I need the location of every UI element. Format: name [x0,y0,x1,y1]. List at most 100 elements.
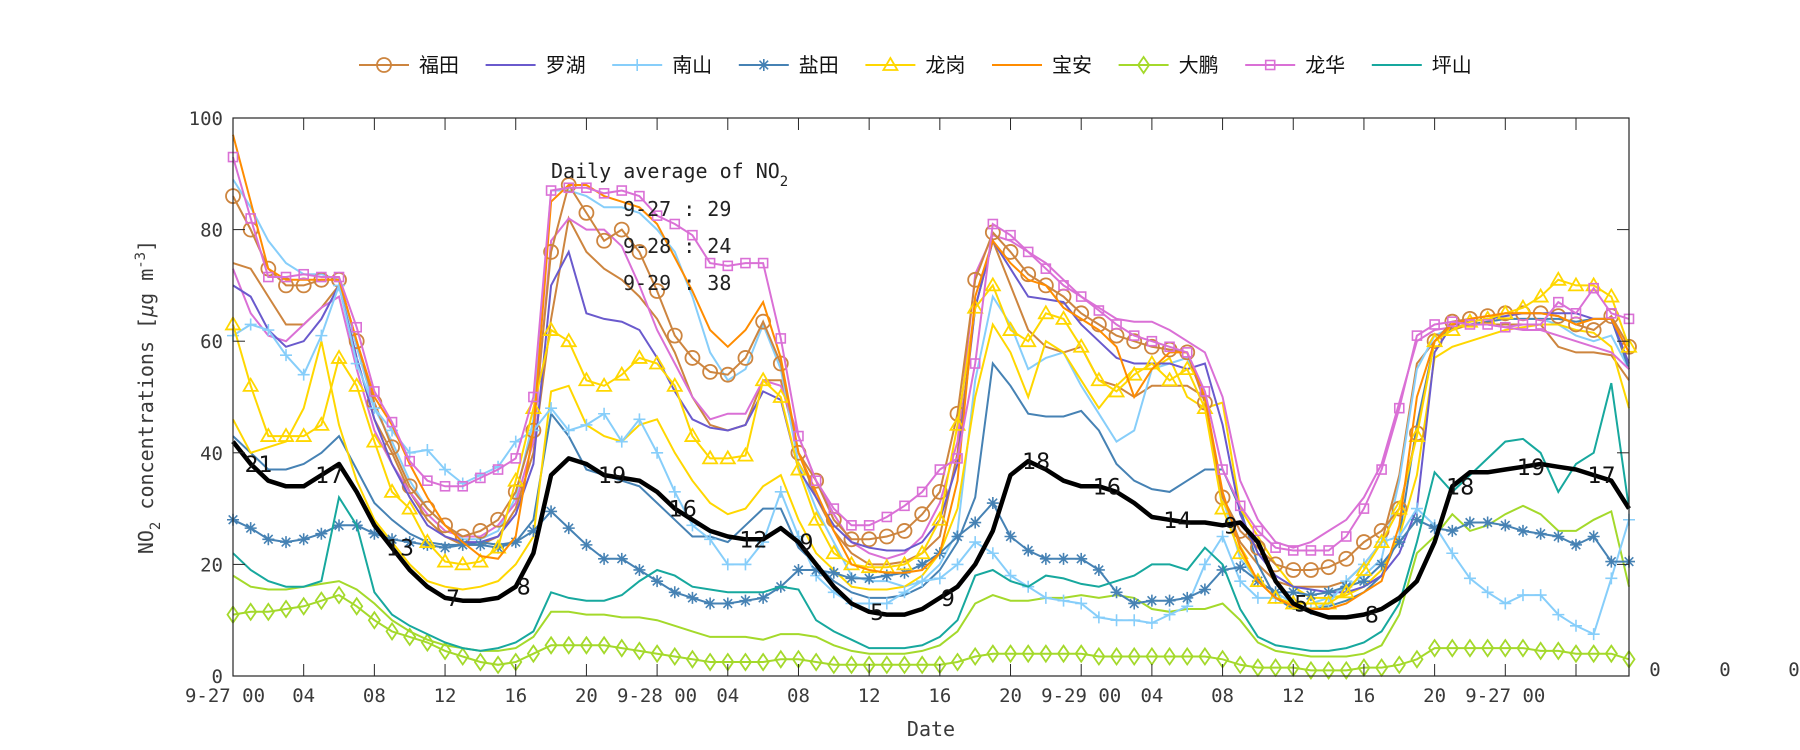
plus-marker [1463,572,1476,585]
triangle-marker [1567,276,1585,292]
asterisk-marker [1322,586,1335,599]
diamond-marker [1551,641,1565,661]
square-marker [952,453,963,464]
diamond-marker [1039,644,1053,664]
asterisk-marker [509,536,522,549]
square-marker [545,185,557,196]
diamond-marker [1587,644,1601,664]
triangle-marker [1602,287,1620,303]
asterisk-marker [527,524,540,537]
circle-marker [878,528,895,545]
asterisk-marker [244,522,257,535]
circle-marker [896,523,913,539]
legend-square-icon [1264,59,1276,71]
square-marker [704,257,716,269]
diamond-marker [827,655,841,675]
circle-marker [1303,562,1319,578]
asterisk-marker [1499,519,1512,532]
plus-marker [580,418,593,431]
diamond-marker [297,596,311,616]
diamond-marker [420,632,434,653]
asterisk-marker [315,527,328,540]
square-marker [369,386,380,397]
asterisk-marker [1163,594,1176,607]
triangle-marker [383,483,401,498]
diamond-marker [1109,646,1124,667]
x-axis-label: Date [907,717,955,741]
diamond-marker [244,602,258,622]
triangle-marker [401,499,419,515]
series-龙华 [227,151,1635,556]
legend-item-坪山: 坪山 [1371,53,1472,77]
asterisk-marker [951,530,964,543]
x-tick-label: 08 [363,685,386,707]
x-tick-label: 16 [928,685,951,707]
triangle-marker [1178,360,1196,375]
square-marker [828,503,840,514]
diamond-marker [1180,646,1194,667]
diamond-marker [844,655,859,675]
plus-marker [1145,616,1158,629]
diamond-marker [950,652,965,672]
triangle-marker [842,555,861,571]
average-value-label: 9 [1224,514,1238,539]
asterisk-marker [421,538,434,551]
triangle-marker [825,544,843,560]
average-value-label: 21 [245,453,273,478]
plot-area [224,134,1638,681]
diamond-marker [1463,638,1477,658]
triangle-marker [365,432,383,448]
asterisk-marker [280,536,293,549]
diamond-marker [1445,638,1459,658]
legend-label: 大鹏 [1179,53,1219,77]
average-value-label: 16 [1093,475,1121,500]
asterisk-marker [1110,586,1123,599]
plus-marker [368,402,381,415]
square-marker [475,472,486,484]
legend-item-宝安: 宝安 [992,53,1092,77]
triangle-marker [666,377,684,392]
asterisk-marker [880,569,893,582]
diamond-marker [438,641,452,661]
diamond-marker [756,652,770,672]
square-marker [1164,341,1175,353]
triangle-marker [772,388,790,403]
circle-marker [613,221,630,238]
annotation-line-9-27: 9-27 : 29 [623,197,731,221]
plus-marker [350,357,363,370]
plot-frame [232,117,1630,677]
average-value-label: 17 [315,464,343,489]
plus-marker [421,444,434,457]
triangle-marker [1355,561,1373,576]
circle-marker [843,531,860,548]
triangle-marker [648,354,666,370]
legend-label: 龙岗 [925,53,965,77]
square-marker [1464,319,1476,330]
circle-marker [719,366,736,383]
square-marker [1111,319,1122,330]
legend-item-盐田: 盐田 [738,53,839,77]
triangle-marker [630,349,648,364]
series-line [232,134,1630,610]
diamond-marker [1198,646,1212,667]
square-marker [1217,464,1228,475]
legend-item-南山: 南山 [612,53,712,77]
average-value-label: 5 [870,601,884,626]
series-宝安 [232,134,1630,610]
x-tick-label: 16 [1352,685,1375,707]
triangle-marker [984,276,1002,292]
x-tick-label: 9-27 00 [1465,685,1545,707]
asterisk-marker [1605,555,1618,568]
triangle-marker [1160,371,1179,387]
plus-marker [1569,619,1582,632]
circle-marker [684,350,701,366]
triangle-marker [1107,382,1126,398]
triangle-marker [895,555,914,571]
square-marker [1500,321,1511,333]
square-marker [298,268,309,280]
circle-marker [1550,308,1567,324]
x-tick-label: 16 [504,685,527,707]
legend-label: 南山 [672,53,712,77]
triangle-marker [542,321,560,336]
square-marker [651,210,663,221]
